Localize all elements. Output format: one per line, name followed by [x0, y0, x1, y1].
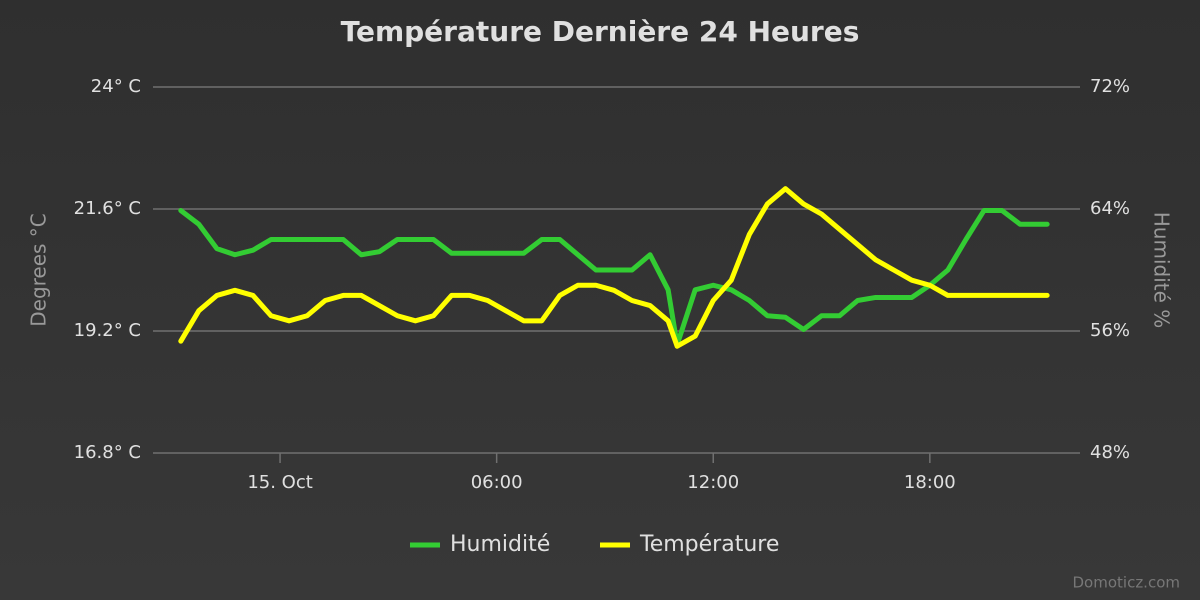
y-tick-label: 19.2° C: [74, 320, 141, 341]
y-tick-label: 16.8° C: [74, 442, 141, 463]
y2-tick-label: 72%: [1090, 76, 1130, 97]
y2-tick-label: 56%: [1090, 320, 1130, 341]
x-tick-label: 12:00: [687, 472, 739, 493]
legend-label: Humidité: [450, 532, 550, 557]
series-line: [178, 186, 1050, 349]
x-tick-label: 15. Oct: [247, 472, 312, 493]
y-tick-label: 21.6° C: [74, 198, 141, 219]
x-tick-label: 18:00: [904, 472, 956, 493]
chart-title: Température Dernière 24 Heures: [341, 15, 860, 48]
y-tick-label: 24° C: [91, 76, 141, 97]
y-axis-title: Degrees °C: [27, 213, 51, 327]
y2-tick-label: 48%: [1090, 442, 1130, 463]
credits: Domoticz.com: [1073, 574, 1181, 592]
x-tick-label: 06:00: [471, 472, 523, 493]
legend-label: Température: [639, 532, 779, 557]
series-line: [178, 208, 1050, 348]
y2-axis-title: Humidité %: [1150, 212, 1174, 329]
y2-tick-label: 64%: [1090, 198, 1130, 219]
